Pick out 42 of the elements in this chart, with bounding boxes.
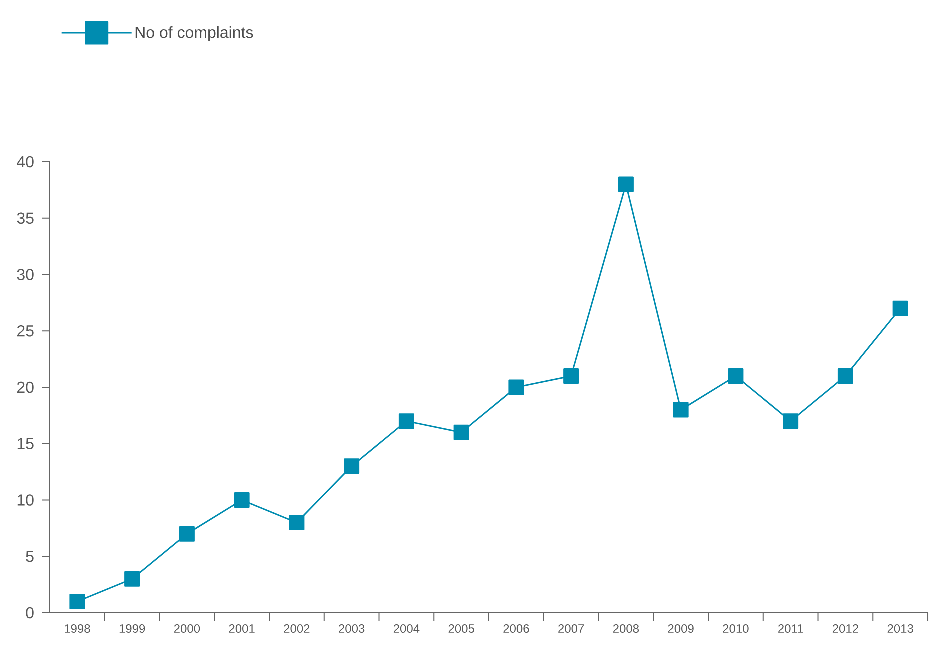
x-tick-label: 1998 — [65, 624, 90, 634]
point — [508, 380, 524, 396]
point — [234, 492, 250, 508]
x-tick-label: 2002 — [284, 624, 310, 634]
point — [289, 515, 305, 531]
point — [70, 594, 86, 610]
y-tick-label: 0 — [26, 607, 34, 619]
x-tick-label: 2007 — [558, 624, 584, 634]
x-tick-label: 2010 — [723, 624, 749, 634]
point — [838, 368, 854, 384]
x-tick-label: 2006 — [504, 624, 530, 634]
y-tick-label: 25 — [17, 325, 34, 337]
legend-label: No of complaints — [136, 26, 254, 42]
point — [454, 424, 470, 440]
x-tick-label: 2000 — [174, 624, 200, 634]
x-tick-label: 2001 — [229, 624, 255, 634]
point — [564, 368, 580, 384]
y-tick-label: 15 — [18, 438, 34, 450]
point — [618, 176, 634, 192]
y-tick-label: 10 — [18, 494, 34, 506]
point — [783, 414, 799, 430]
point — [673, 402, 689, 418]
x-tick-label: 1999 — [120, 624, 146, 634]
y-tick-label: 20 — [17, 382, 34, 394]
point — [398, 414, 414, 430]
x-tick-label: 2004 — [394, 624, 420, 634]
point — [728, 368, 744, 384]
x-tick-label: 2012 — [832, 624, 858, 634]
x-tick-label: 2003 — [339, 624, 365, 634]
point — [892, 300, 908, 316]
x-tick-label: 2008 — [613, 624, 640, 634]
y-tick-label: 5 — [26, 551, 34, 562]
point — [124, 571, 140, 587]
x-tick-label: 2013 — [888, 624, 914, 634]
point — [344, 458, 360, 474]
x-tick-label: 2005 — [448, 624, 474, 634]
y-tick-label: 30 — [17, 269, 34, 280]
x-tick-label: 2011 — [778, 624, 804, 634]
x-tick-label: 2009 — [668, 624, 694, 634]
point — [179, 526, 195, 542]
y-tick-label: 40 — [17, 156, 34, 168]
y-tick-label: 35 — [17, 212, 34, 224]
